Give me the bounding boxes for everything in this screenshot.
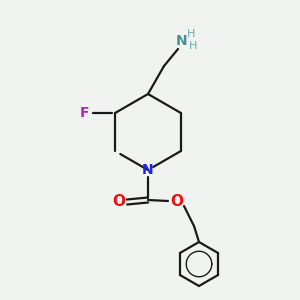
Text: F: F [79,106,89,120]
Text: O: O [112,194,125,209]
Text: N: N [142,163,154,177]
Text: H: H [189,41,197,51]
Text: H: H [187,29,195,39]
Text: O: O [170,194,184,209]
Text: N: N [176,34,188,48]
